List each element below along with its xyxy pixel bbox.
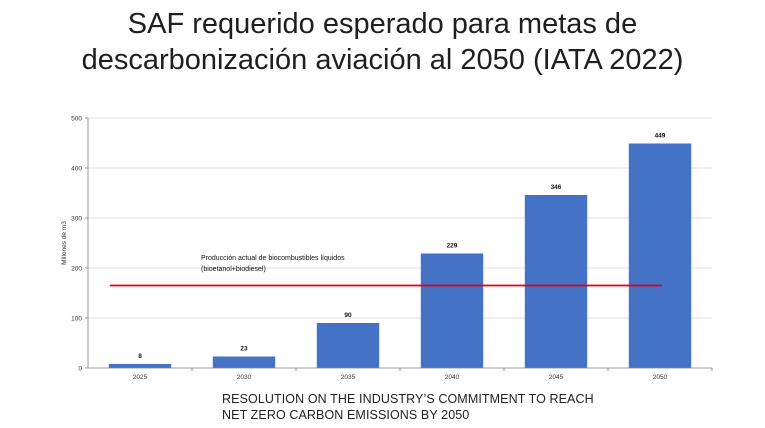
data-label: 23 <box>240 346 248 353</box>
caption: RESOLUTION ON THE INDUSTRY’S COMMITMENT … <box>222 391 594 423</box>
reference-line-label-1: Producción actual de biocombustibles líq… <box>201 255 345 262</box>
x-tick-label: 2035 <box>341 374 356 381</box>
y-tick-label: 500 <box>71 116 82 123</box>
x-tick-label: 2045 <box>549 374 564 381</box>
data-label: 8 <box>138 353 142 360</box>
bar <box>524 195 588 368</box>
data-label: 229 <box>447 243 458 250</box>
gridlines <box>88 117 712 319</box>
x-tick-label: 2050 <box>653 374 668 381</box>
axes: 0 100 200 300 400 500 Millones de m3 2025 2030 20… <box>61 116 713 381</box>
bars <box>108 143 692 368</box>
reference-line-label-2: (bioetanol+biodiesel) <box>201 266 266 273</box>
caption-line-1: RESOLUTION ON THE INDUSTRY’S COMMITMENT … <box>222 392 594 406</box>
data-label: 346 <box>551 184 562 191</box>
slide-title-line-2: descarbonización aviación al 2050 (IATA … <box>81 44 684 76</box>
y-tick-label: 200 <box>71 266 82 273</box>
y-tick-label: 100 <box>71 316 82 323</box>
bar <box>212 356 276 368</box>
x-tick-label: 2040 <box>445 374 460 381</box>
reference-line-group: Producción actual de biocombustibles líq… <box>109 255 662 287</box>
caption-line-2: NET ZERO CARBON EMISSIONS BY 2050 <box>222 408 470 422</box>
y-tick-label: 0 <box>78 366 82 373</box>
data-label: 449 <box>655 133 666 140</box>
y-tick-label: 300 <box>71 216 82 223</box>
data-labels: 8 23 90 229 346 449 <box>138 133 666 361</box>
x-tick-label: 2030 <box>237 374 252 381</box>
bar <box>108 364 172 368</box>
y-axis-title: Millones de m3 <box>61 221 68 265</box>
slide-title-line-1: SAF requerido esperado para metas de <box>127 8 638 40</box>
x-tick-label: 2025 <box>133 374 148 381</box>
slide-title: SAF requerido esperado para metas de des… <box>0 6 765 78</box>
bar <box>628 143 692 368</box>
bar <box>316 323 380 368</box>
y-tick-label: 400 <box>71 166 82 173</box>
bar <box>420 253 484 368</box>
data-label: 90 <box>344 312 352 319</box>
